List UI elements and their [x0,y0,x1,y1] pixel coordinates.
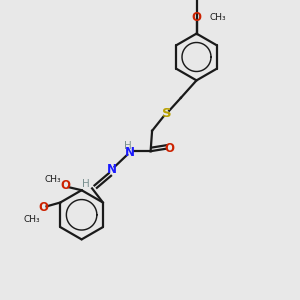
Text: O: O [191,11,202,24]
Text: O: O [164,142,174,155]
Text: O: O [60,179,70,192]
Text: H: H [82,179,89,189]
Text: CH₃: CH₃ [44,175,61,184]
Text: N: N [106,163,117,176]
Text: S: S [162,107,171,120]
Text: N: N [125,146,135,159]
Text: O: O [38,201,48,214]
Text: CH₃: CH₃ [23,215,40,224]
Text: CH₃: CH₃ [209,13,226,22]
Text: H: H [124,141,132,151]
